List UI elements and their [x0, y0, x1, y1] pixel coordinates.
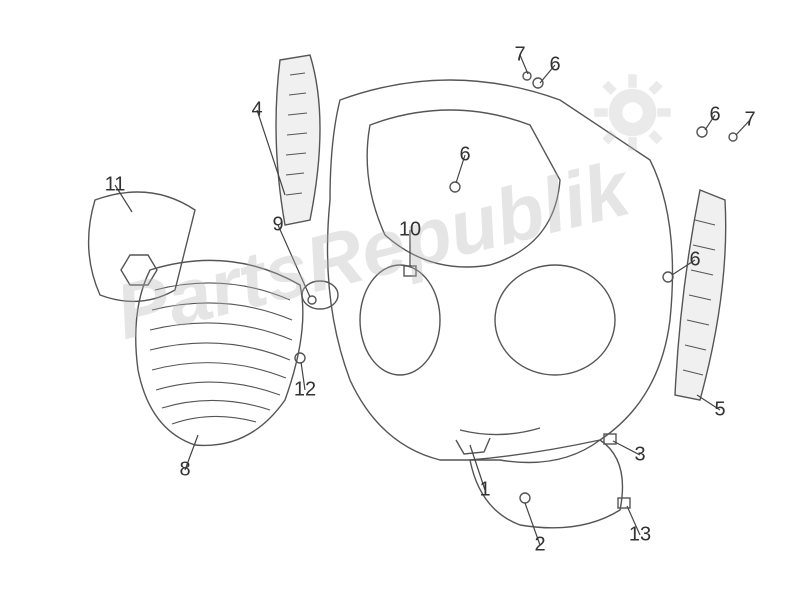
callout-5: 5	[714, 399, 725, 422]
callout-10: 10	[399, 219, 421, 242]
callout-2: 2	[534, 534, 545, 557]
part-lower-cover	[470, 440, 623, 528]
leader-lines	[115, 55, 750, 545]
callout-12: 12	[294, 379, 316, 402]
part-front-grille	[136, 260, 338, 445]
part-front-shield	[328, 80, 673, 463]
callout-7b: 7	[744, 109, 755, 132]
callout-7a: 7	[514, 44, 525, 67]
callout-11: 11	[105, 174, 126, 197]
callout-8: 8	[179, 459, 190, 482]
callout-1: 1	[479, 479, 490, 502]
callout-6b: 6	[709, 104, 720, 127]
callout-3: 3	[634, 444, 645, 467]
hardware-screws	[295, 72, 737, 508]
exploded-diagram: PartsRepublik 1 2 3 4 5 6 6 6 6 7 7 8 9 …	[0, 0, 800, 600]
callout-6c: 6	[459, 144, 470, 167]
diagram-svg	[0, 0, 800, 600]
callout-4: 4	[251, 99, 262, 122]
callout-9: 9	[272, 214, 283, 237]
callout-13: 13	[629, 524, 651, 547]
callout-6d: 6	[689, 249, 700, 272]
callout-6a: 6	[549, 54, 560, 77]
part-right-trim	[675, 190, 726, 400]
part-left-trim	[276, 55, 320, 225]
